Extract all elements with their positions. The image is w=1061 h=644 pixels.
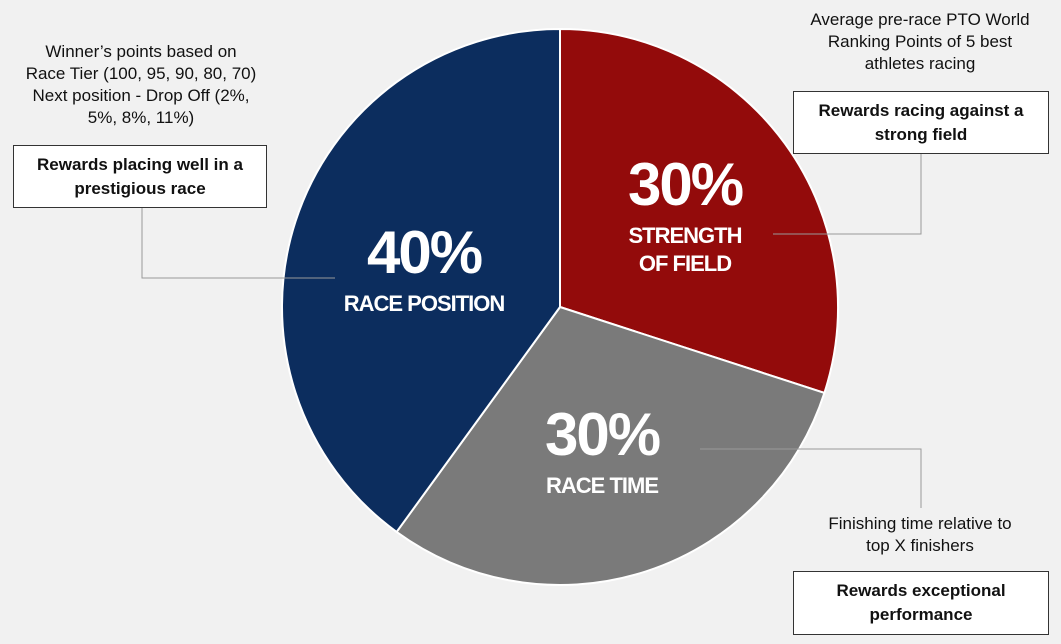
pie-slice-position (281, 27, 561, 534)
position-note-line: 5%, 8%, 11%) (87, 108, 195, 127)
slice-label-position: RACE POSITION (344, 291, 505, 316)
position-callout: Rewards placing well in a prestigious ra… (13, 145, 267, 208)
slice-label-strength: OF FIELD (639, 251, 731, 276)
strength-callout-line: strong field (874, 124, 968, 144)
time-note-line: top X finishers (866, 536, 974, 555)
time-note: Finishing time relative to top X finishe… (780, 513, 1060, 557)
slice-label-strength: STRENGTH (629, 223, 742, 248)
slice-label-time: RACE TIME (546, 473, 658, 498)
leader-line-time (700, 448, 922, 508)
slice-percent-time: 30% (545, 401, 660, 468)
strength-callout-line: Rewards racing against a (818, 100, 1024, 120)
time-callout-line: performance (869, 605, 973, 624)
position-note-line: Next position - Drop Off (2%, (32, 86, 250, 105)
position-note-line: Race Tier (100, 95, 90, 80, 70) (25, 64, 257, 83)
time-callout: Rewards exceptional performance (793, 571, 1049, 635)
slice-percent-strength: 30% (628, 151, 743, 218)
position-callout-line: prestigious race (74, 178, 206, 198)
strength-note-line: Average pre-race PTO World (810, 10, 1030, 29)
time-note-line: Finishing time relative to (828, 514, 1012, 533)
strength-note: Average pre-race PTO World Ranking Point… (770, 9, 1061, 75)
strength-note-line: athletes racing (864, 54, 976, 73)
strength-callout: Rewards racing against a strong field (793, 91, 1049, 154)
position-note: Winner’s points based on Race Tier (100,… (0, 41, 282, 129)
slice-percent-position: 40% (367, 219, 482, 286)
time-callout-line: Rewards exceptional (836, 581, 1006, 600)
leader-line-position (141, 208, 335, 279)
position-callout-line: Rewards placing well in a (37, 154, 243, 174)
pie-slice-strength (559, 27, 839, 395)
pie-slice-time (395, 305, 826, 586)
position-note-line: Winner’s points based on (45, 42, 237, 61)
strength-note-line: Ranking Points of 5 best (827, 32, 1013, 51)
leader-line-strength (773, 154, 922, 235)
